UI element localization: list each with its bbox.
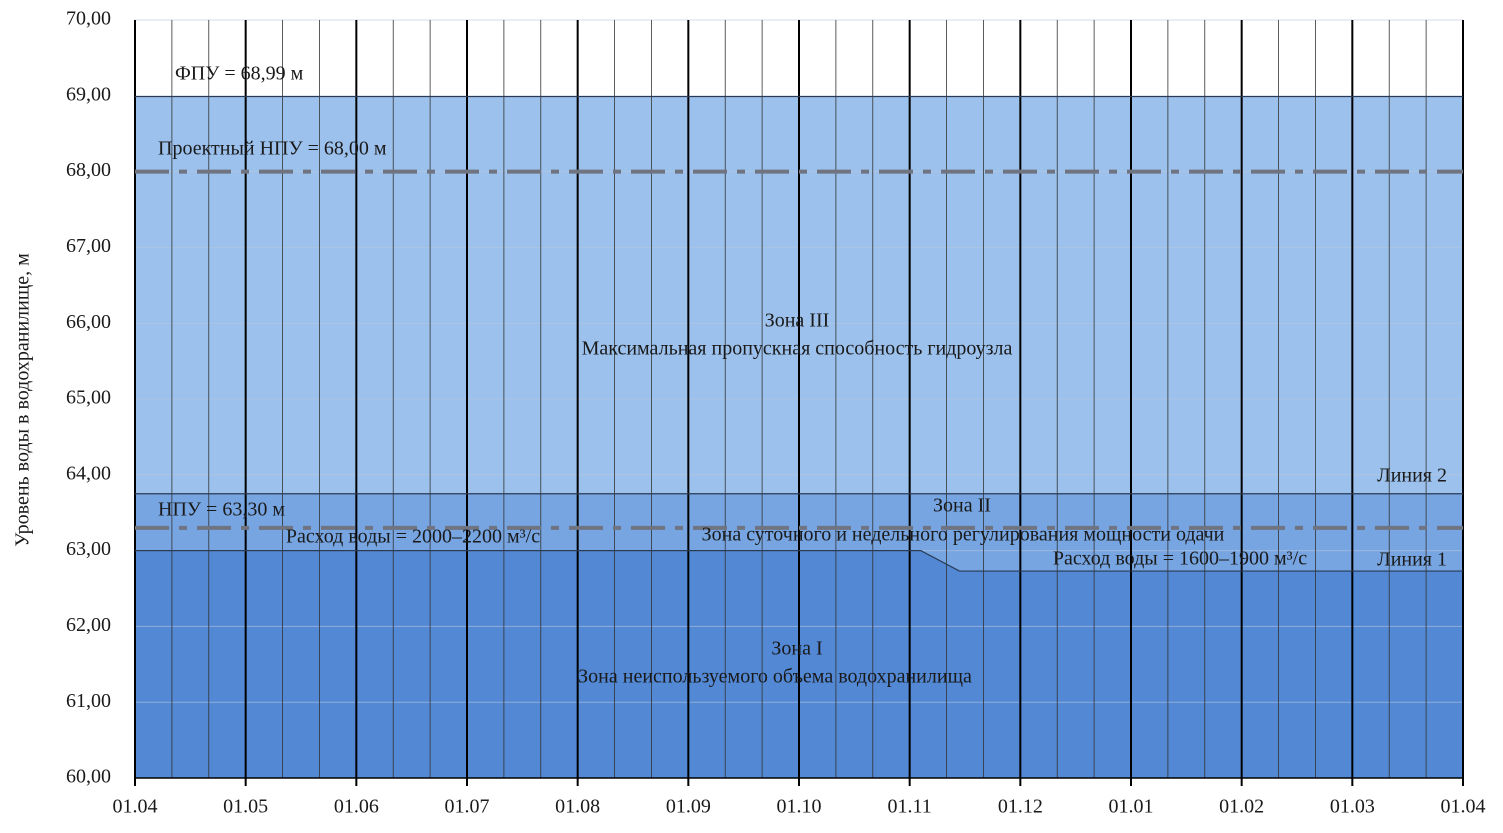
x-tick-label: 01.04	[1441, 796, 1486, 818]
y-tick-label: 67,00	[66, 235, 111, 257]
y-tick-label: 62,00	[66, 614, 111, 636]
x-tick-label: 01.10	[777, 796, 822, 818]
zone-description: Зона суточного и недельного регулировани…	[702, 524, 1225, 546]
y-tick-label: 64,00	[66, 462, 111, 484]
zone-name: Зона II	[933, 495, 991, 517]
zone-description: Зона неиспользуемого объема водохранилищ…	[578, 666, 972, 688]
zone-name: Зона III	[765, 310, 830, 332]
x-tick-label: 01.12	[998, 796, 1043, 818]
y-tick-label: 60,00	[66, 766, 111, 788]
x-tick-label: 01.11	[888, 796, 932, 818]
x-tick-label: 01.02	[1219, 796, 1264, 818]
zone-description: Максимальная пропускная способность гидр…	[582, 338, 1013, 360]
x-tick-label: 01.06	[334, 796, 379, 818]
x-tick-label: 01.09	[666, 796, 711, 818]
x-tick-label: 01.07	[445, 796, 490, 818]
y-axis-label: Уровень воды в водохранилище, м	[12, 253, 34, 547]
x-tick-label: 01.01	[1109, 796, 1154, 818]
y-tick-label: 69,00	[66, 83, 111, 105]
x-tick-label: 01.03	[1330, 796, 1375, 818]
reference-label: НПУ = 63,30 м	[158, 499, 285, 521]
reference-label: ФПУ = 68,99 м	[175, 63, 304, 85]
zone-name: Зона I	[771, 638, 822, 660]
x-tick-label: 01.08	[555, 796, 600, 818]
annotation: Расход воды = 2000–2200 м³/с	[286, 526, 540, 548]
series-line	[135, 549, 1463, 572]
y-tick-label: 65,00	[66, 387, 111, 409]
y-tick-label: 61,00	[66, 690, 111, 712]
series-label: Линия 1	[1377, 549, 1447, 571]
y-tick-label: 66,00	[66, 311, 111, 333]
x-tick-label: 01.05	[223, 796, 268, 818]
y-tick-label: 70,00	[66, 8, 111, 30]
y-tick-label: 63,00	[66, 538, 111, 560]
series-label: Линия 2	[1377, 465, 1447, 487]
x-tick-label: 01.04	[113, 796, 158, 818]
reference-label: Проектный НПУ = 68,00 м	[158, 138, 387, 160]
y-tick-label: 68,00	[66, 159, 111, 181]
annotation: Расход воды = 1600–1900 м³/с	[1053, 548, 1307, 570]
